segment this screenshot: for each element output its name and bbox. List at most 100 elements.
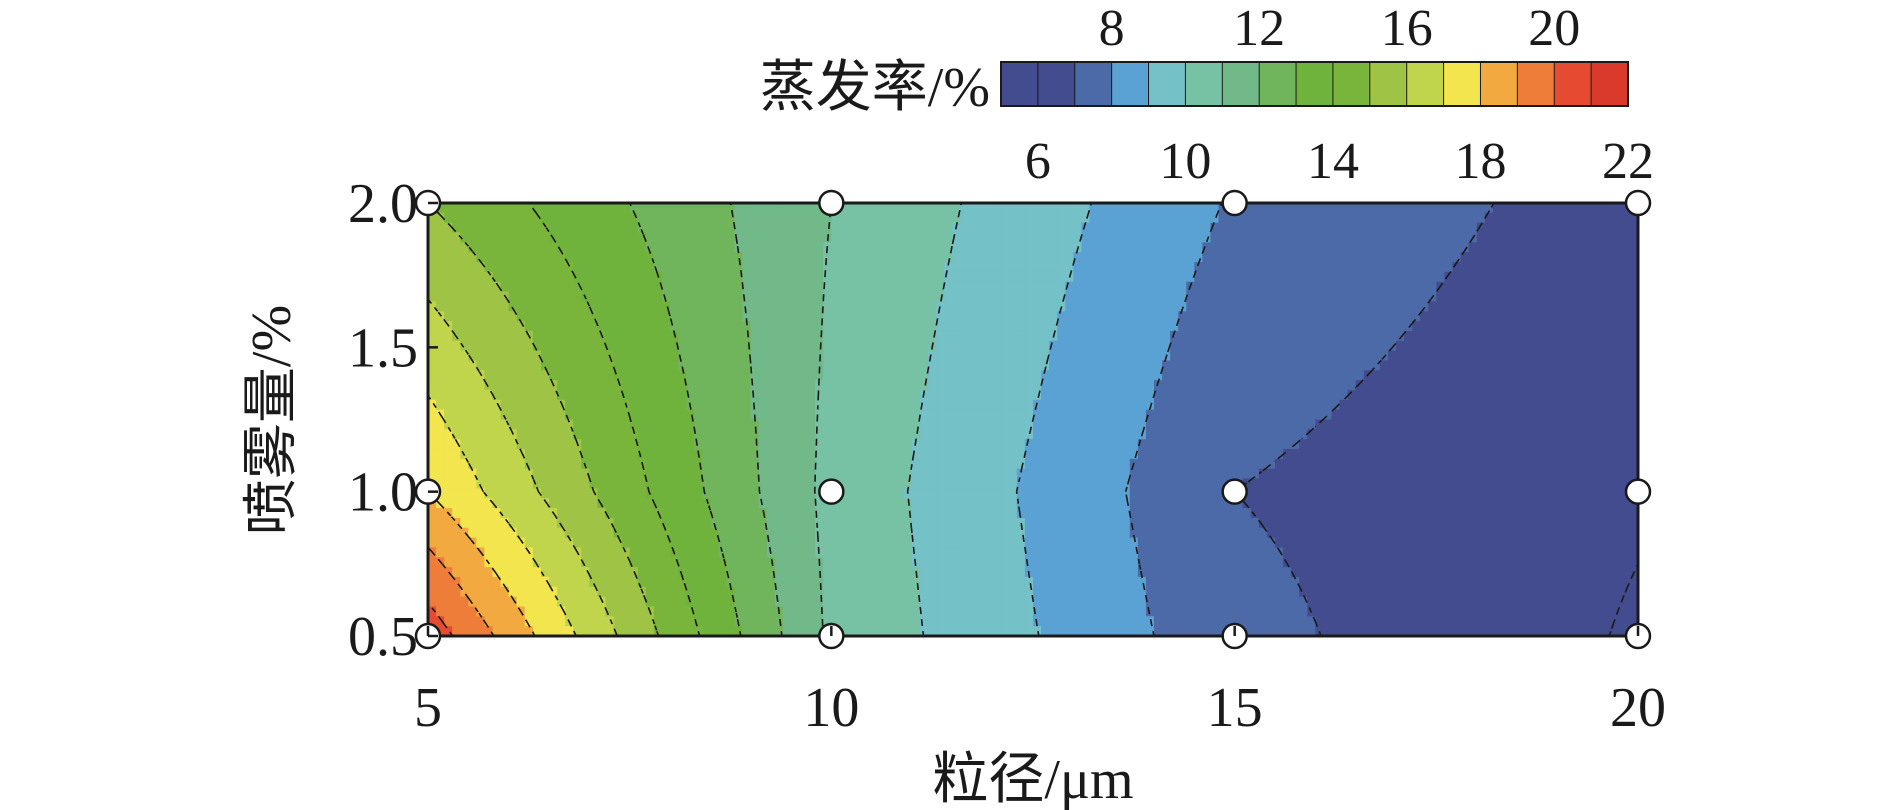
contour-cell [1170,262,1179,273]
contour-cell [1299,498,1308,509]
contour-cell [468,498,477,509]
contour-cell [742,527,752,539]
contour-cell [1234,567,1244,578]
contour-cell [823,399,832,411]
contour-cell [936,409,945,421]
contour-cell [597,409,607,421]
contour-cell [1323,350,1333,362]
contour-cell [1275,409,1284,421]
contour-cell [694,360,703,371]
contour-cell [1105,429,1115,440]
contour-cell [637,203,647,214]
contour-cell [1250,380,1260,391]
contour-cell [532,439,542,450]
contour-cell [476,330,486,342]
contour-cell [1291,557,1300,568]
contour-cell [597,557,607,568]
contour-cell [1008,449,1018,460]
contour-cell [1089,586,1099,598]
contour-cell [694,478,703,489]
contour-cell [484,380,494,391]
contour-cell [1315,419,1324,430]
contour-cell [815,576,824,588]
contour-cell [903,350,913,362]
contour-cell [1065,399,1074,411]
contour-cell [920,478,929,489]
contour-cell [1266,311,1276,322]
contour-cell [516,616,526,627]
contour-cell [565,567,574,578]
contour-cell [984,330,994,342]
contour-cell [831,449,840,460]
contour-cell [1137,340,1147,352]
contour-cell [565,370,574,381]
contour-cell [968,419,978,430]
contour-cell [629,478,639,489]
contour-cell [799,527,808,539]
contour-cell [1033,567,1042,578]
contour-cell [912,399,921,411]
contour-cell [702,242,711,253]
contour-cell [742,399,752,411]
contour-cell [540,586,550,598]
contour-cell [1081,399,1091,411]
contour-cell [952,527,961,539]
contour-cell [710,586,719,598]
contour-cell [774,232,784,243]
contour-cell [1016,527,1026,539]
contour-cell [1016,242,1026,253]
contour-cell [1218,439,1228,450]
contour-cell [1315,252,1324,263]
contour-cell [960,626,970,636]
contour-cell [694,429,703,440]
contour-cell [1210,596,1220,608]
contour-cell [1331,488,1341,499]
contour-cell [428,370,437,381]
contour-cell [992,606,1002,617]
contour-cell [686,212,695,224]
contour-cell [758,399,768,411]
contour-cell [766,557,776,568]
contour-cell [1162,360,1171,371]
contour-cell [936,330,945,342]
contour-cell [444,439,453,450]
contour-cell [1178,350,1187,362]
contour-cell [887,212,897,224]
contour-cell [1065,449,1074,460]
contour-cell [613,380,623,391]
contour-cell [799,350,808,362]
contour-cell [694,262,703,273]
contour-cell [621,527,631,539]
contour-cell [1234,252,1244,263]
contour-cell [928,222,937,234]
contour-cell [686,232,695,243]
contour-cell [500,596,510,608]
contour-cell [1137,606,1147,617]
contour-cell [516,252,526,263]
contour-cell [452,321,461,332]
contour-cell [468,399,477,411]
contour-cell [508,262,518,273]
contour-cell [637,409,647,421]
contour-cell [1307,547,1316,558]
contour-cell [944,468,953,480]
contour-cell [1145,557,1155,568]
contour-cell [750,429,760,440]
contour-cell [670,419,679,430]
contour-cell [1154,301,1163,312]
contour-cell [791,360,800,371]
contour-cell [1210,557,1220,568]
contour-cell [863,350,873,362]
contour-cell [702,271,711,283]
contour-cell [428,389,437,401]
contour-cell [807,616,816,627]
contour-cell [1137,527,1147,539]
contour-cell [1218,301,1228,312]
contour-cell [871,439,881,450]
contour-cell [1089,271,1099,283]
contour-cell [912,291,921,303]
contour-cell [1121,547,1131,558]
contour-cell [887,458,897,470]
contour-cell [1307,488,1316,499]
contour-cell [1154,527,1163,539]
